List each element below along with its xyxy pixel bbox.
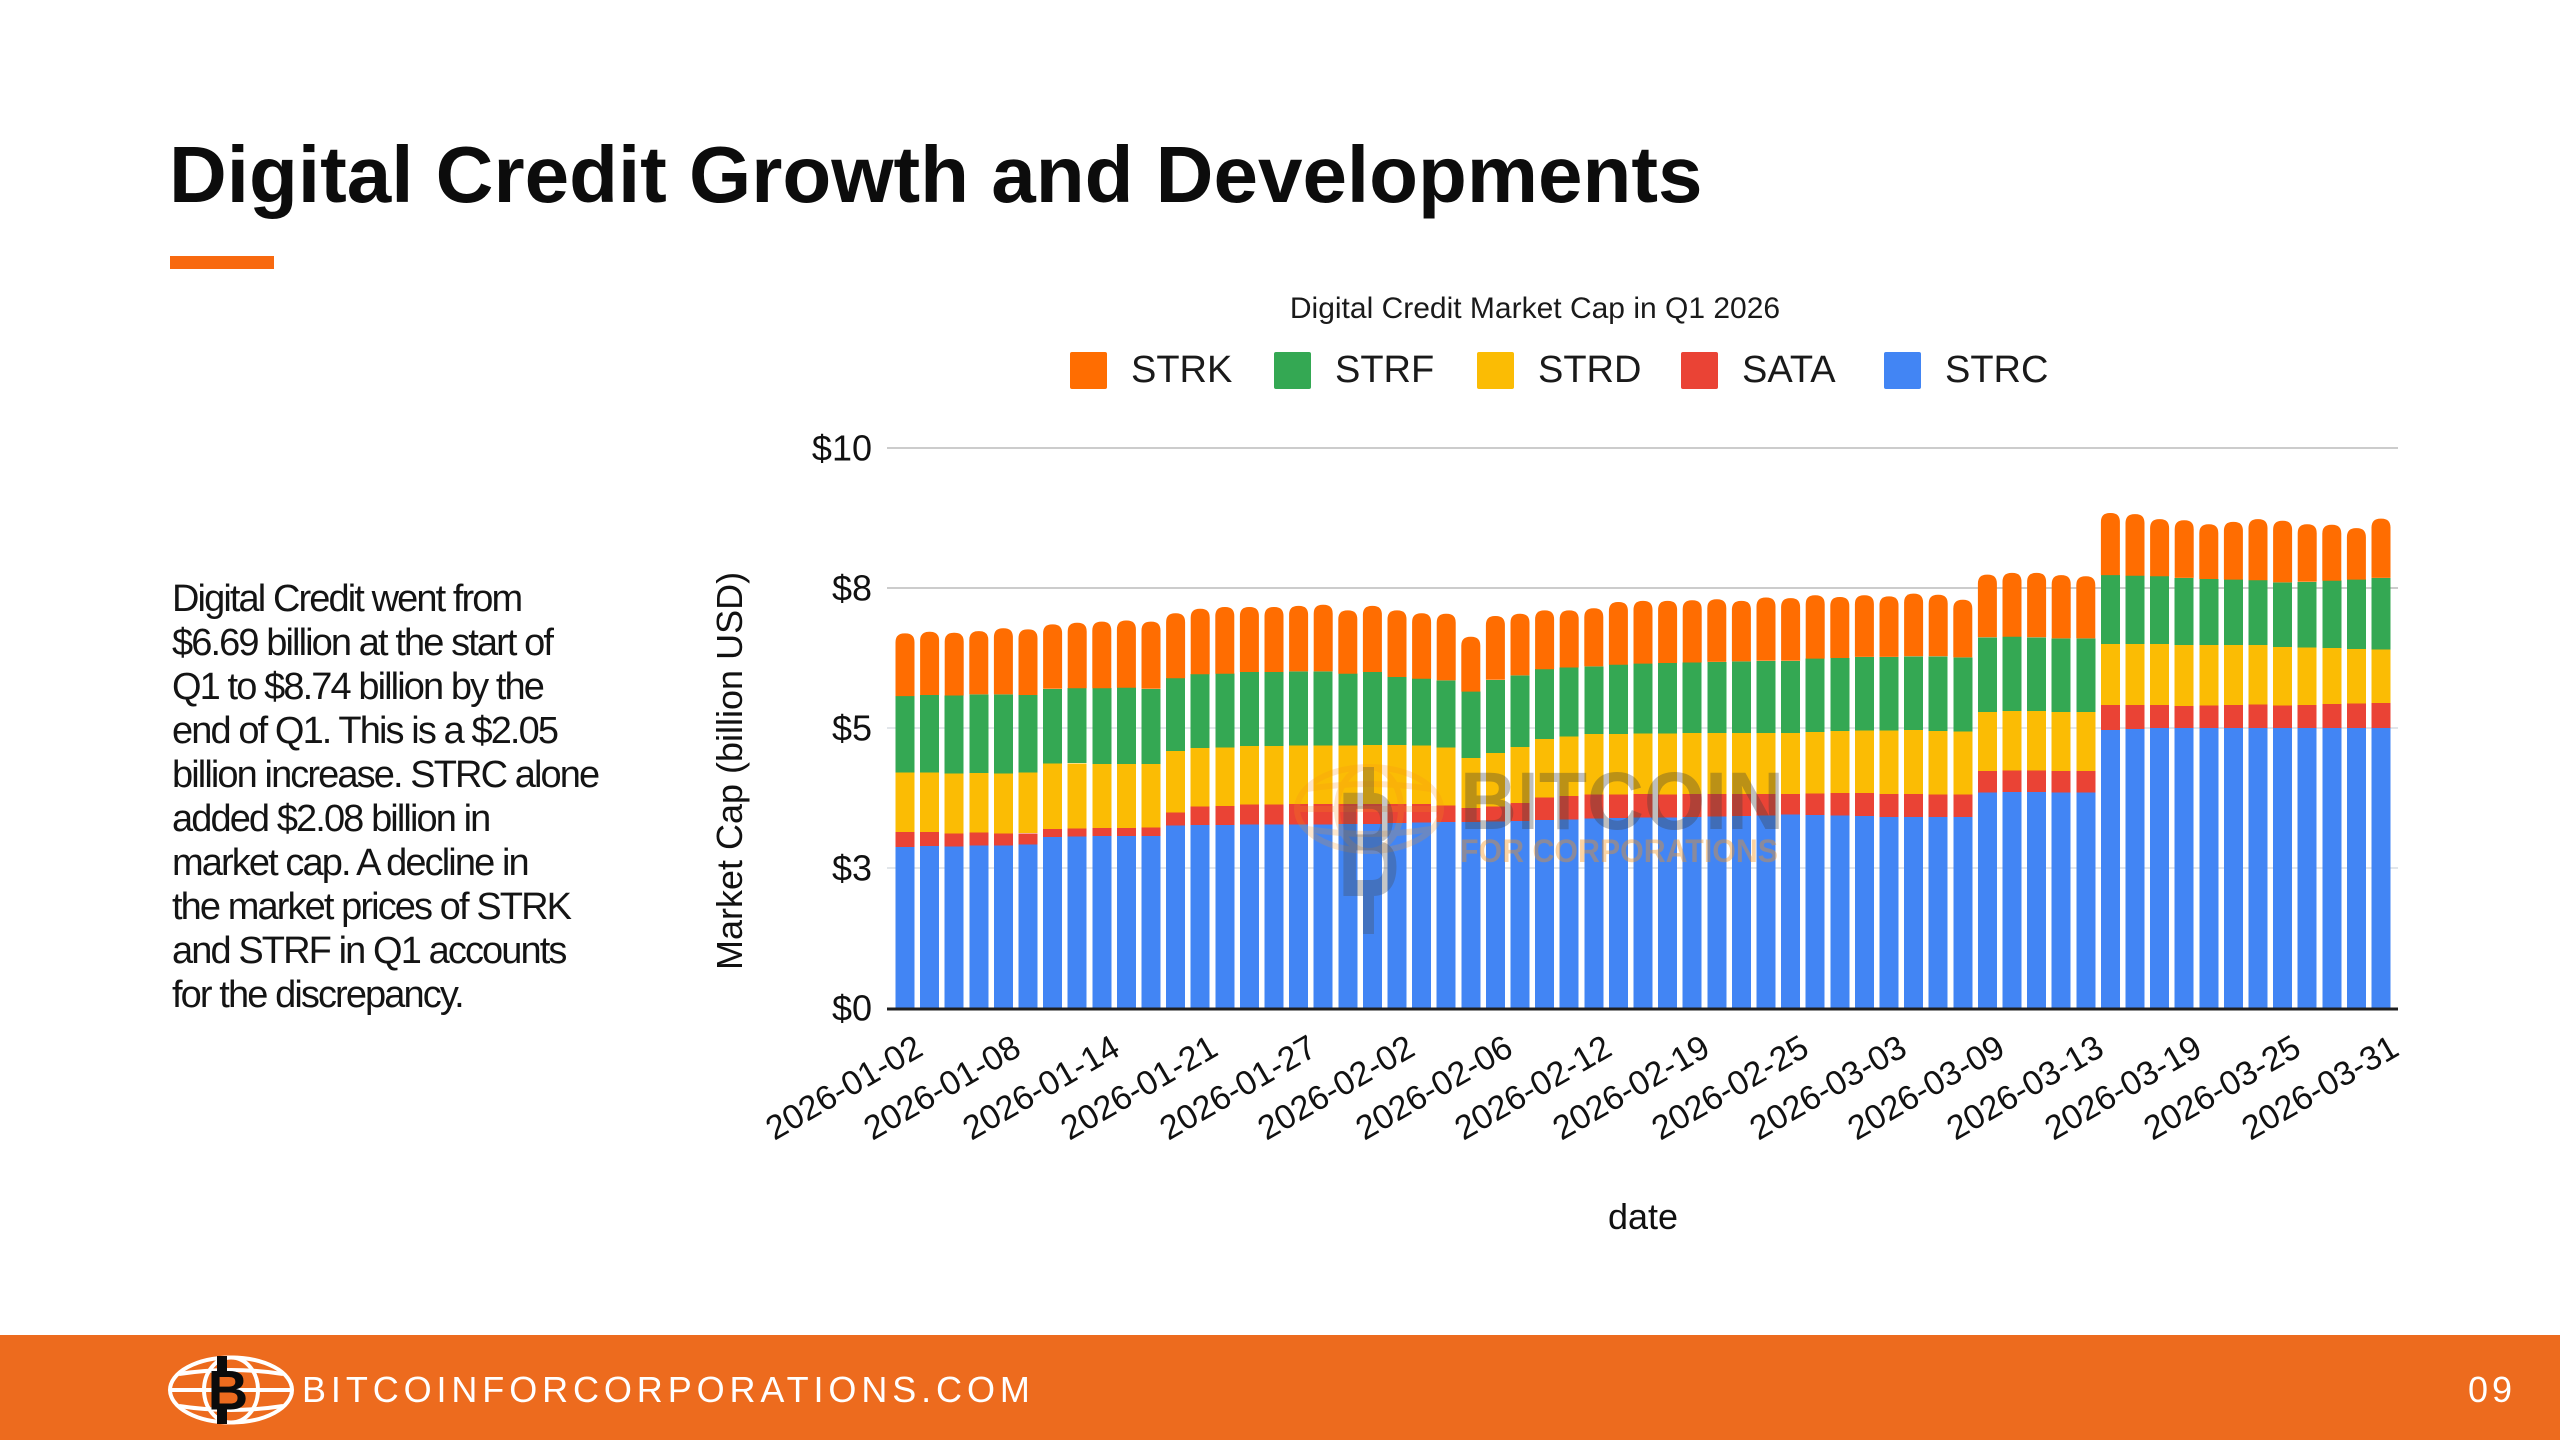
svg-text:$8: $8 [832, 568, 872, 609]
svg-text:$0: $0 [832, 988, 872, 1029]
svg-text:$10: $10 [812, 428, 872, 469]
svg-text:$3: $3 [832, 848, 872, 889]
svg-text:BITCOIN: BITCOIN [1460, 756, 1784, 847]
svg-text:STRC: STRC [1945, 349, 2048, 391]
svg-text:FOR CORPORATIONS: FOR CORPORATIONS [1460, 833, 1778, 869]
svg-text:Market Cap (billion USD): Market Cap (billion USD) [709, 572, 750, 970]
svg-text:STRK: STRK [1131, 349, 1232, 391]
svg-text:B: B [208, 1359, 248, 1422]
svg-text:STRF: STRF [1335, 349, 1434, 391]
svg-text:date: date [1608, 1196, 1678, 1237]
svg-text:SATA: SATA [1742, 349, 1836, 391]
svg-text:$5: $5 [832, 708, 872, 749]
svg-text:STRD: STRD [1538, 349, 1641, 391]
svg-text:Digital Credit Market Cap in Q: Digital Credit Market Cap in Q1 2026 [1290, 292, 1780, 325]
svg-text:B: B [1338, 760, 1401, 928]
